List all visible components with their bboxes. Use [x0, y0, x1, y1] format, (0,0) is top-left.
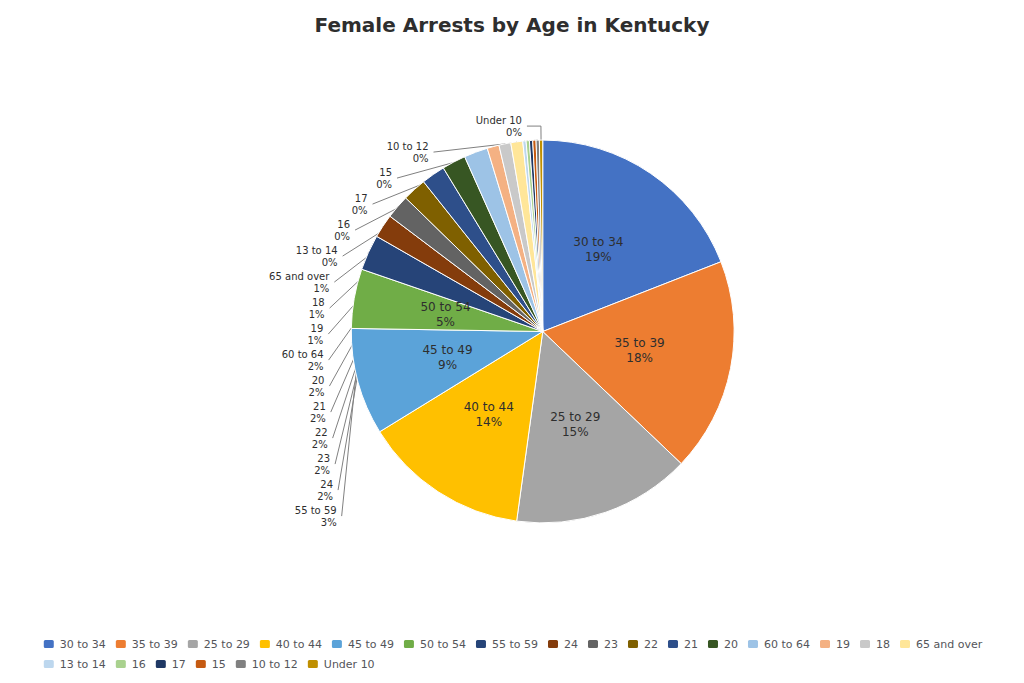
svg-text:10 to 12: 10 to 12: [252, 658, 298, 671]
svg-text:15: 15: [212, 658, 226, 671]
svg-text:1%: 1%: [313, 283, 329, 294]
svg-text:20: 20: [312, 375, 325, 386]
svg-text:15%: 15%: [562, 425, 589, 439]
svg-text:0%: 0%: [334, 231, 350, 242]
svg-text:18: 18: [876, 638, 890, 651]
svg-text:16: 16: [132, 658, 146, 671]
svg-text:45 to 49: 45 to 49: [348, 638, 394, 651]
svg-text:0%: 0%: [322, 257, 338, 268]
svg-text:50 to 54: 50 to 54: [420, 300, 470, 314]
svg-text:25 to 29: 25 to 29: [550, 410, 600, 424]
svg-text:3%: 3%: [321, 517, 337, 528]
svg-text:30 to 34: 30 to 34: [573, 235, 623, 249]
svg-text:2%: 2%: [317, 491, 333, 502]
svg-text:24: 24: [320, 479, 333, 490]
svg-text:23: 23: [604, 638, 618, 651]
svg-text:14%: 14%: [475, 415, 502, 429]
svg-text:Under 10: Under 10: [476, 115, 522, 126]
svg-text:19: 19: [311, 323, 324, 334]
svg-text:Under 10: Under 10: [324, 658, 375, 671]
svg-text:21: 21: [313, 401, 326, 412]
svg-text:15: 15: [379, 167, 392, 178]
svg-text:10 to 12: 10 to 12: [387, 141, 429, 152]
svg-text:2%: 2%: [308, 361, 324, 372]
svg-text:13 to 14: 13 to 14: [60, 658, 106, 671]
svg-text:Female Arrests by Age in Kentu: Female Arrests by Age in Kentucky: [315, 13, 710, 37]
svg-text:19: 19: [836, 638, 850, 651]
svg-text:60 to 64: 60 to 64: [764, 638, 810, 651]
svg-text:2%: 2%: [314, 465, 330, 476]
svg-text:17: 17: [355, 193, 368, 204]
svg-text:18%: 18%: [626, 351, 653, 365]
svg-text:0%: 0%: [413, 153, 429, 164]
svg-text:18: 18: [312, 297, 325, 308]
svg-text:50 to 54: 50 to 54: [420, 638, 466, 651]
svg-text:17: 17: [172, 658, 186, 671]
svg-text:45 to 49: 45 to 49: [422, 343, 472, 357]
svg-text:21: 21: [684, 638, 698, 651]
svg-text:40 to 44: 40 to 44: [464, 400, 514, 414]
svg-text:2%: 2%: [309, 387, 325, 398]
svg-text:0%: 0%: [376, 179, 392, 190]
svg-text:1%: 1%: [309, 309, 325, 320]
svg-text:25 to 29: 25 to 29: [204, 638, 250, 651]
svg-text:19%: 19%: [585, 250, 612, 264]
svg-text:24: 24: [564, 638, 578, 651]
svg-text:2%: 2%: [310, 413, 326, 424]
svg-text:22: 22: [644, 638, 658, 651]
svg-text:16: 16: [337, 219, 350, 230]
svg-text:35 to 39: 35 to 39: [614, 336, 664, 350]
svg-text:20: 20: [724, 638, 738, 651]
svg-text:13 to 14: 13 to 14: [296, 245, 338, 256]
svg-text:65 and over: 65 and over: [269, 271, 330, 282]
svg-text:5%: 5%: [436, 315, 455, 329]
svg-text:0%: 0%: [506, 127, 522, 138]
svg-text:22: 22: [315, 427, 328, 438]
svg-text:23: 23: [317, 453, 330, 464]
svg-text:1%: 1%: [307, 335, 323, 346]
svg-text:30 to 34: 30 to 34: [60, 638, 106, 651]
svg-text:9%: 9%: [438, 358, 457, 372]
svg-text:40 to 44: 40 to 44: [276, 638, 322, 651]
svg-text:0%: 0%: [352, 205, 368, 216]
svg-text:35 to 39: 35 to 39: [132, 638, 178, 651]
svg-text:65 and over: 65 and over: [916, 638, 983, 651]
svg-text:55 to 59: 55 to 59: [492, 638, 538, 651]
svg-text:60 to 64: 60 to 64: [282, 349, 324, 360]
svg-text:55 to 59: 55 to 59: [295, 505, 337, 516]
svg-text:2%: 2%: [312, 439, 328, 450]
